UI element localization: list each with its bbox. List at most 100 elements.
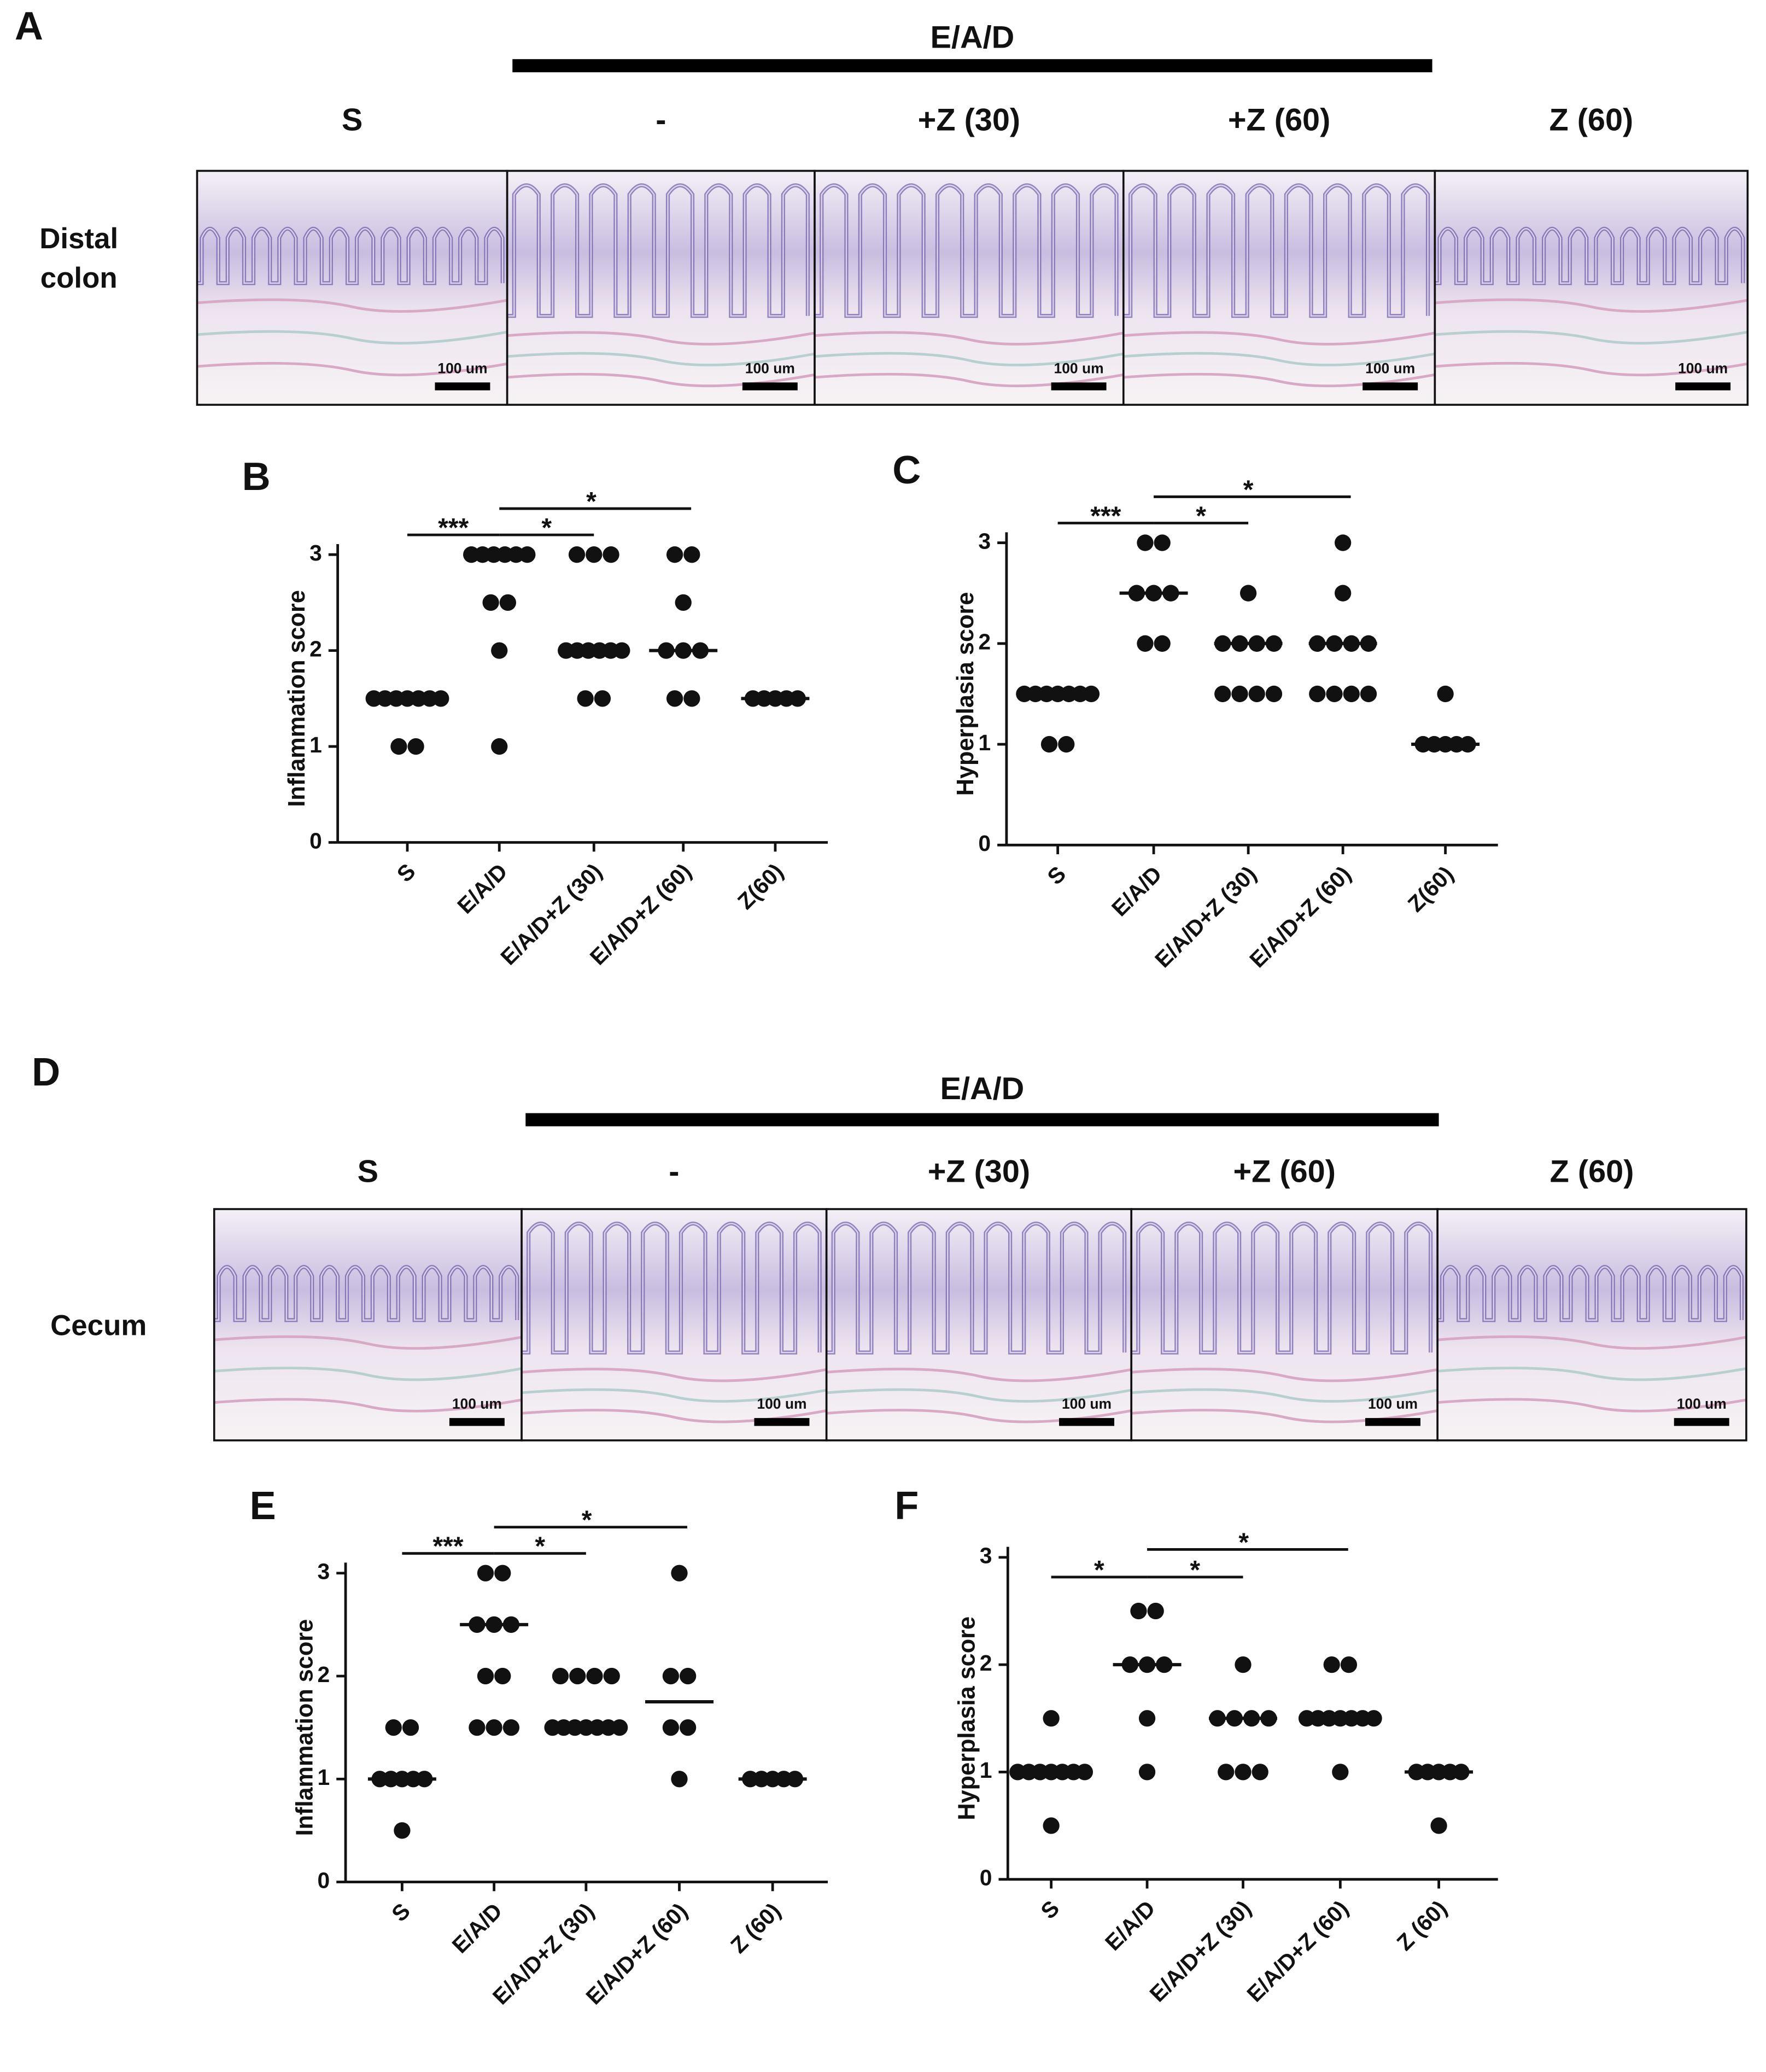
data-point: [1130, 1602, 1147, 1620]
data-point: [1043, 1817, 1060, 1834]
data-point: [1340, 1656, 1358, 1673]
data-point: [486, 1719, 502, 1736]
crypts-inner: [197, 228, 504, 284]
data-point: [1138, 1710, 1156, 1727]
submucosa: [1437, 1335, 1747, 1350]
histology-image: 100 um: [1436, 1208, 1747, 1441]
tissue-bg: [507, 171, 815, 405]
scale-bar: [449, 1418, 505, 1426]
submucosa: [1131, 1368, 1438, 1382]
submucosa: [826, 1388, 1132, 1403]
x-tick-label: E/A/D: [452, 859, 512, 919]
data-point: [1335, 585, 1352, 602]
significance-label: *: [541, 513, 552, 542]
tissue-bg: [522, 1209, 827, 1440]
tissue-bg: [826, 1209, 1132, 1440]
data-point: [1437, 685, 1454, 703]
histology-image: 100 um: [1434, 170, 1749, 406]
frame: [1436, 1208, 1747, 1441]
scale-bar-label: 100 um: [1678, 360, 1728, 376]
submucosa: [197, 361, 508, 377]
y-tick-label: 3: [318, 1559, 330, 1584]
x-tick-label: Z(60): [1403, 861, 1459, 917]
column-label: Z (60): [1550, 1154, 1634, 1189]
histology-image: 100 um: [1130, 1208, 1438, 1441]
y-tick-label: 0: [309, 828, 322, 853]
submucosa: [826, 1368, 1132, 1382]
data-point: [1154, 534, 1171, 551]
significance-label: *: [1190, 1555, 1200, 1585]
submucosa: [1437, 1398, 1747, 1413]
scale-bar-label: 100 um: [452, 1396, 502, 1412]
scale-bar: [1674, 1418, 1729, 1426]
submucosa: [197, 330, 508, 345]
crypts-inner: [1437, 1266, 1742, 1321]
scale-bar: [742, 382, 798, 390]
data-point: [390, 738, 407, 755]
crypts-inner: [826, 1223, 1125, 1353]
y-tick-label: 0: [978, 831, 991, 856]
scale-bar: [1675, 382, 1731, 390]
group-header: E/A/D: [940, 1071, 1025, 1106]
tissue-bg: [1123, 171, 1435, 405]
data-point: [402, 1719, 419, 1736]
data-point: [683, 546, 700, 563]
data-point: [1323, 1656, 1340, 1673]
submucosa: [507, 331, 815, 346]
x-tick-label: Z(60): [733, 859, 788, 914]
significance-label: *: [1094, 1555, 1104, 1585]
x-tick-label: Z (60): [1392, 1895, 1452, 1956]
column-label: +Z (30): [918, 103, 1020, 138]
panel-letter: E: [250, 1484, 276, 1528]
data-point: [1252, 1764, 1268, 1781]
data-point: [569, 1667, 586, 1685]
data-point: [568, 546, 586, 563]
data-point: [594, 690, 611, 707]
column-label: -: [656, 103, 666, 138]
data-point: [1332, 1764, 1349, 1781]
data-point: [577, 690, 594, 707]
data-point: [1335, 534, 1352, 551]
tissue-bg: [1131, 1209, 1438, 1440]
submucosa: [1435, 298, 1748, 313]
submucosa: [507, 352, 815, 366]
data-point: [469, 1719, 486, 1736]
crypts-inner: [214, 1266, 518, 1321]
submucosa: [214, 1367, 522, 1381]
submucosa: [197, 298, 508, 313]
data-point: [1137, 635, 1154, 652]
data-point: [494, 1565, 511, 1581]
histology-image: 100 um: [1122, 170, 1436, 406]
y-tick-label: 2: [318, 1662, 330, 1687]
submucosa: [1131, 1388, 1438, 1403]
data-point: [1058, 736, 1075, 753]
data-point: [1239, 585, 1257, 602]
y-tick-label: 3: [309, 540, 322, 565]
significance-label: ***: [432, 1532, 463, 1561]
x-tick-label: S: [387, 1898, 415, 1927]
data-point: [1043, 1710, 1060, 1727]
data-point: [385, 1719, 402, 1736]
crypts-inner: [1131, 1223, 1431, 1353]
frame: [1434, 170, 1749, 406]
significance-label: *: [1238, 1528, 1249, 1557]
data-point: [494, 1667, 511, 1685]
data-point: [1040, 736, 1058, 753]
data-point: [679, 1719, 697, 1736]
y-tick-label: 1: [318, 1765, 330, 1790]
data-point: [1214, 685, 1231, 703]
data-point: [552, 1667, 569, 1685]
y-tick-label: 2: [978, 629, 991, 655]
data-point: [1235, 1764, 1252, 1781]
significance-label: ***: [438, 513, 469, 542]
data-point: [666, 546, 683, 563]
submucosa: [521, 1368, 827, 1382]
row-label: colon: [40, 262, 118, 294]
column-label: Z (60): [1549, 103, 1633, 138]
submucosa: [1123, 331, 1435, 346]
significance-label: *: [1243, 475, 1254, 505]
data-point: [683, 690, 700, 707]
data-point: [1248, 685, 1265, 703]
